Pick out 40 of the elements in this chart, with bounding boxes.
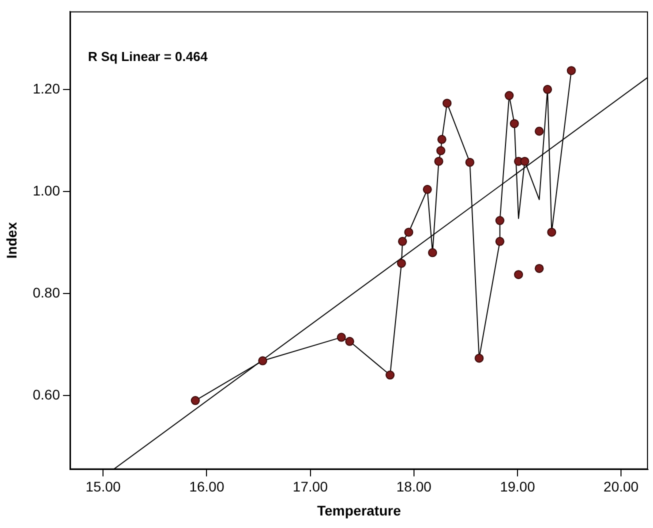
y-tick-label: 0.80 — [32, 284, 60, 300]
point — [428, 248, 438, 258]
point — [534, 264, 544, 273]
point — [396, 258, 406, 268]
annotation: R Sq Linear = 0.464 — [88, 48, 208, 64]
point — [566, 66, 576, 76]
x-tick-label: 17.00 — [292, 478, 328, 495]
point — [510, 119, 519, 128]
y-tick-label: 1.00 — [32, 182, 60, 198]
point — [514, 270, 524, 280]
x-tick-label: 19.00 — [500, 478, 536, 495]
x-tick-label: 20.00 — [604, 478, 639, 495]
point — [404, 228, 414, 237]
point — [437, 134, 446, 144]
x-tick-label: 18.00 — [396, 478, 432, 495]
point — [436, 146, 446, 156]
point — [442, 98, 452, 108]
point — [504, 91, 514, 100]
point — [258, 356, 268, 366]
point — [345, 336, 354, 346]
point — [434, 156, 444, 166]
point — [386, 370, 395, 380]
point — [190, 396, 200, 406]
point — [547, 228, 556, 237]
x-tick-label: 15.00 — [86, 478, 121, 495]
y-axis-title: Index — [3, 222, 20, 259]
point — [534, 126, 544, 136]
y-tick-label: 1.20 — [32, 80, 60, 96]
point — [398, 236, 408, 246]
point — [336, 332, 346, 342]
y-tick-label: 0.60 — [32, 386, 60, 402]
point — [520, 156, 530, 166]
point — [474, 354, 484, 363]
point — [543, 84, 552, 94]
point — [465, 158, 474, 167]
point — [495, 216, 504, 226]
point — [495, 236, 504, 246]
x-axis-title: Temperature — [317, 502, 402, 518]
point — [422, 184, 432, 194]
x-tick-label: 16.00 — [189, 478, 224, 495]
